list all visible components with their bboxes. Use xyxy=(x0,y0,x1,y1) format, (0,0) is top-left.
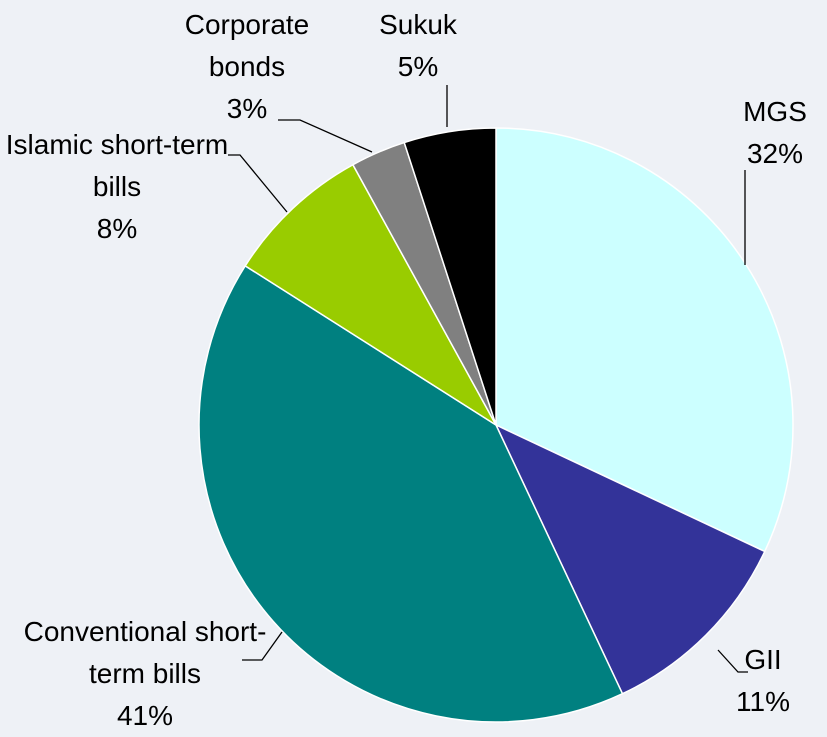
pie xyxy=(198,127,794,723)
category-label: Sukuk xyxy=(379,9,457,40)
slice-label: GII 11% xyxy=(718,639,808,723)
category-label: Corporate bonds xyxy=(184,9,310,82)
slice-label: Sukuk 5% xyxy=(358,4,478,88)
category-label: Conventional short-term bills xyxy=(23,616,267,689)
pie-slice xyxy=(494,423,766,695)
value-label: 8% xyxy=(96,213,138,244)
leader-line xyxy=(242,631,283,661)
value-label: 5% xyxy=(397,51,439,82)
pie-slice xyxy=(198,264,624,723)
pie-slice xyxy=(244,163,497,426)
category-label: Islamic short-term bills xyxy=(5,129,229,202)
value-label: 3% xyxy=(226,93,268,124)
slice-label: Islamic short-term bills 8% xyxy=(2,124,232,250)
pie-slice xyxy=(495,127,794,553)
slice-label: Corporate bonds 3% xyxy=(167,4,327,130)
value-label: 11% xyxy=(736,686,790,717)
slice-label: Conventional short-term bills 41% xyxy=(10,611,280,737)
leader-line xyxy=(278,119,373,153)
value-label: 41% xyxy=(116,700,174,731)
value-label: 32% xyxy=(746,138,804,169)
slice-label: MGS 32% xyxy=(715,91,827,175)
pie-slice xyxy=(403,127,497,426)
category-label: MGS xyxy=(743,96,807,127)
category-label: GII xyxy=(744,644,782,675)
leader-line xyxy=(717,649,748,673)
leader-line xyxy=(228,154,288,213)
